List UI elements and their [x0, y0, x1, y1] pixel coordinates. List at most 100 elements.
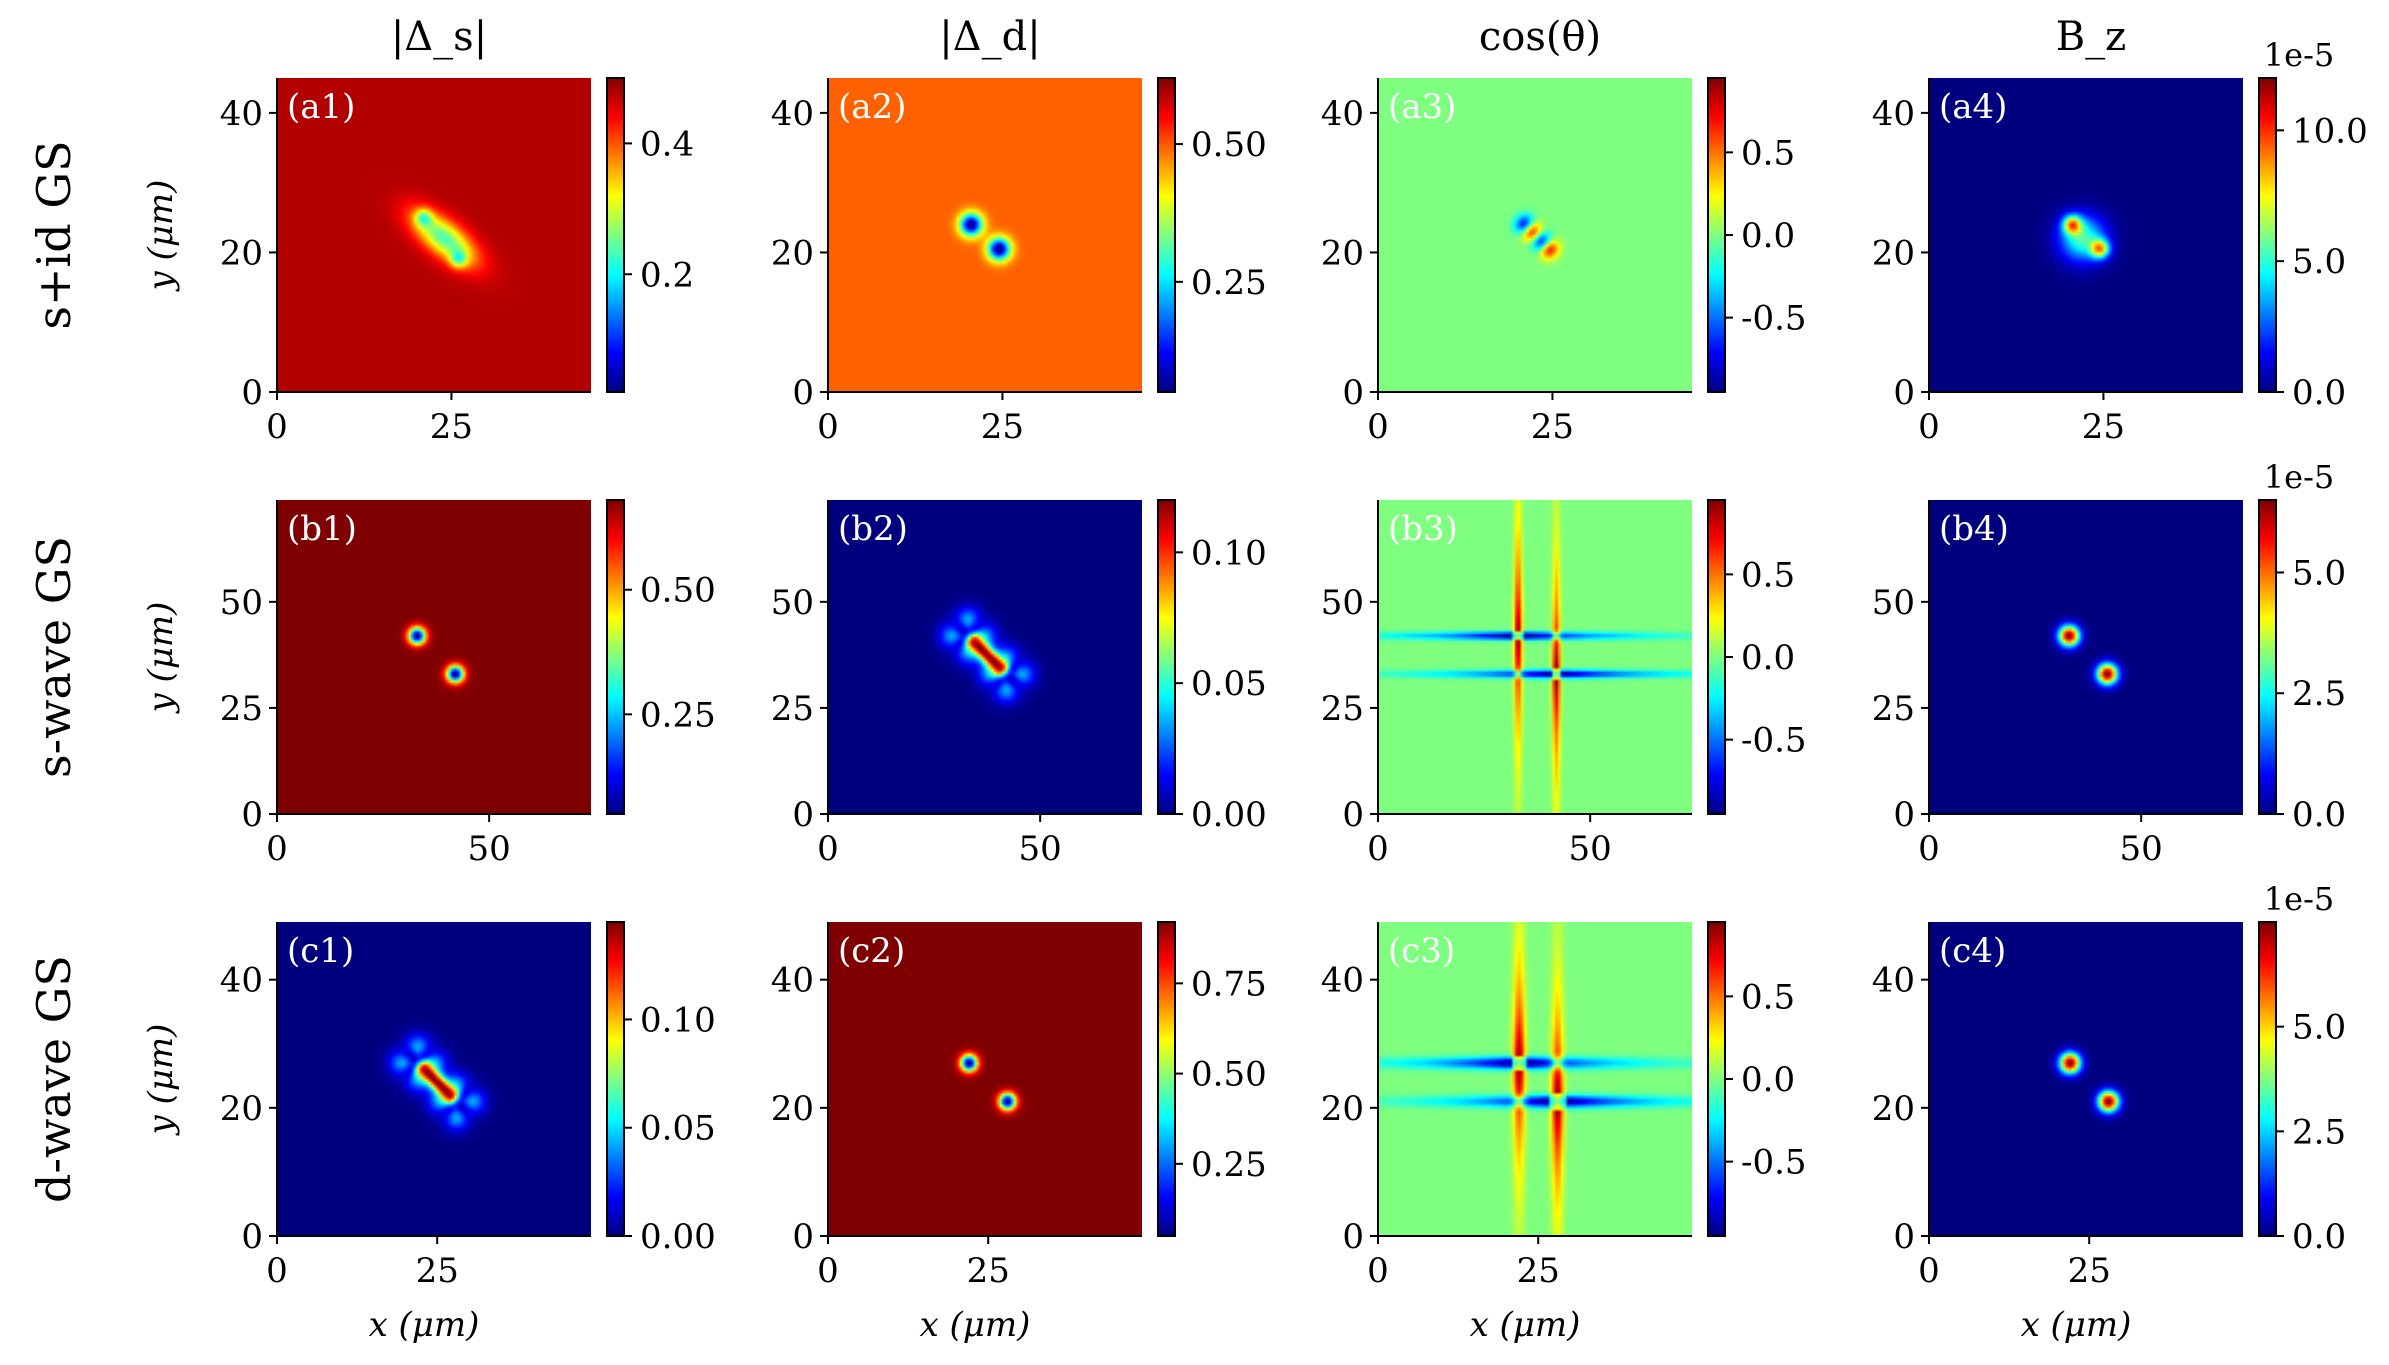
y-tick-label: 0: [241, 373, 263, 413]
y-tick-label: 40: [1321, 961, 1364, 1001]
y-axis-label: y (μm): [141, 1024, 181, 1137]
x-axis-label: x (μm): [1470, 1305, 1581, 1345]
colorbar-tick-label: 0.4: [640, 124, 694, 164]
heatmap-image-b3: [1378, 500, 1692, 814]
column-title-4: B_z: [2056, 14, 2126, 60]
panel-label: (b2): [838, 509, 908, 549]
y-tick-label: 0: [241, 795, 263, 835]
colorbar-offset-label: 1e-5: [2264, 880, 2334, 918]
y-tick-label: 20: [771, 1089, 814, 1129]
y-tick-label: 20: [220, 1089, 263, 1129]
x-tick-label: 50: [1019, 829, 1062, 869]
y-tick-label: 50: [220, 583, 263, 623]
panel-label: (c3): [1388, 931, 1455, 971]
colorbar-tick-label: 0.0: [2292, 795, 2346, 835]
row-title-2: s-wave GS: [27, 536, 81, 778]
colorbar-tick-label: 0.50: [640, 571, 716, 611]
colorbar-offset-label: 1e-5: [2264, 458, 2334, 496]
colorbar-tick-label: 0.25: [1191, 1145, 1267, 1185]
panel-label: (c2): [838, 931, 905, 971]
heatmap-image-a4: [1929, 78, 2243, 392]
colorbar-tick-label: 0.10: [1191, 533, 1267, 573]
panel-a4: 0 25 0 20 40 (a4) 0.0 5.0 10.0 1e-5: [1872, 36, 2368, 447]
row-title-3: d-wave GS: [27, 955, 81, 1203]
panel-label: (c1): [287, 931, 354, 971]
x-tick-label: 25: [981, 407, 1024, 447]
colorbar-tick-label: 0.05: [1191, 664, 1267, 704]
y-tick-label: 0: [1342, 373, 1364, 413]
x-axis-label: x (μm): [2021, 1305, 2132, 1345]
y-tick-label: 0: [792, 795, 814, 835]
y-tick-label: 25: [220, 689, 263, 729]
colorbar-a2: [1157, 77, 1176, 393]
x-tick-label: 0: [817, 1251, 839, 1291]
x-tick-label: 0: [817, 407, 839, 447]
colorbar-b1: [606, 499, 625, 815]
x-tick-label: 50: [468, 829, 511, 869]
y-tick-label: 50: [771, 583, 814, 623]
y-tick-label: 20: [220, 233, 263, 273]
y-tick-label: 20: [1321, 1089, 1364, 1129]
figure-panels: 0 25 0 20 40 (a1) y (μm) 0.2 0.4 0 25 0 20 40 (a2) 0.25…: [141, 36, 2368, 1345]
heatmap-image-c4: [1929, 922, 2243, 1236]
colorbar-c2: [1157, 921, 1176, 1237]
colorbar-a3: [1707, 77, 1726, 393]
colorbar-tick-label: 2.5: [2292, 674, 2346, 714]
row-title-1: s+id GS: [27, 140, 81, 329]
y-tick-label: 20: [1321, 233, 1364, 273]
panel-label: (a4): [1939, 87, 2007, 127]
panel-label: (a2): [838, 87, 906, 127]
x-tick-label: 25: [967, 1251, 1010, 1291]
panel-a1: 0 25 0 20 40 (a1) y (μm) 0.2 0.4: [141, 77, 694, 447]
column-title-2: |Δ_d|: [939, 14, 1040, 60]
panel-b2: 0 50 0 25 50 (b2) 0.00 0.05 0.10: [771, 499, 1267, 869]
heatmap-image-b2: [828, 500, 1142, 814]
colorbar-b2: [1157, 499, 1176, 815]
colorbar-tick-label: 0.5: [1741, 133, 1795, 173]
panel-label: (a1): [287, 87, 355, 127]
colorbar-tick-label: 2.5: [2292, 1112, 2346, 1152]
colorbar-tick-label: 0.0: [1741, 1060, 1795, 1100]
panel-label: (b4): [1939, 509, 2009, 549]
x-axis-label: x (μm): [369, 1305, 480, 1345]
x-tick-label: 25: [1531, 407, 1574, 447]
panel-a3: 0 25 0 20 40 (a3) -0.5 0.0 0.5: [1321, 77, 1807, 447]
colorbar-offset-label: 1e-5: [2264, 36, 2334, 74]
y-tick-label: 40: [1872, 961, 1915, 1001]
panel-label: (a3): [1388, 87, 1456, 127]
heatmap-image-c2: [828, 922, 1142, 1236]
x-tick-label: 50: [1569, 829, 1612, 869]
column-title-1: |Δ_s|: [391, 14, 487, 60]
colorbar-c1: [606, 921, 625, 1237]
colorbar-tick-label: 0.75: [1191, 964, 1267, 1004]
heatmap-image-a3: [1378, 78, 1692, 392]
panel-label: (b1): [287, 509, 357, 549]
colorbar-c3: [1707, 921, 1726, 1237]
heatmap-image-b1: [277, 500, 591, 814]
colorbar-tick-label: 5.0: [2292, 1008, 2346, 1048]
y-tick-label: 20: [771, 233, 814, 273]
colorbar-a1: [606, 77, 625, 393]
x-tick-label: 0: [266, 1251, 288, 1291]
y-tick-label: 0: [1893, 795, 1915, 835]
x-tick-label: 0: [817, 829, 839, 869]
panel-a2: 0 25 0 20 40 (a2) 0.25 0.50: [771, 77, 1267, 447]
panel-label: (b3): [1388, 509, 1458, 549]
y-tick-label: 50: [1321, 583, 1364, 623]
panel-b1: 0 50 0 25 50 (b1) y (μm) 0.25 0.50: [141, 499, 716, 869]
x-tick-label: 0: [1918, 1251, 1940, 1291]
heatmap-image-c3: [1378, 922, 1692, 1236]
x-tick-label: 0: [266, 407, 288, 447]
x-tick-label: 50: [2120, 829, 2163, 869]
colorbar-tick-label: 5.0: [2292, 553, 2346, 593]
y-tick-label: 50: [1872, 583, 1915, 623]
x-tick-label: 0: [266, 829, 288, 869]
y-tick-label: 25: [1321, 689, 1364, 729]
colorbar-tick-label: 0.50: [1191, 1055, 1267, 1095]
x-tick-label: 0: [1367, 829, 1389, 869]
panel-c4: 0 25 0 20 40 (c4) x (μm) 0.0 2.5 5.0 1e-5: [1872, 880, 2346, 1345]
x-tick-label: 25: [2082, 407, 2125, 447]
y-tick-label: 0: [1893, 1217, 1915, 1257]
y-tick-label: 40: [220, 94, 263, 134]
